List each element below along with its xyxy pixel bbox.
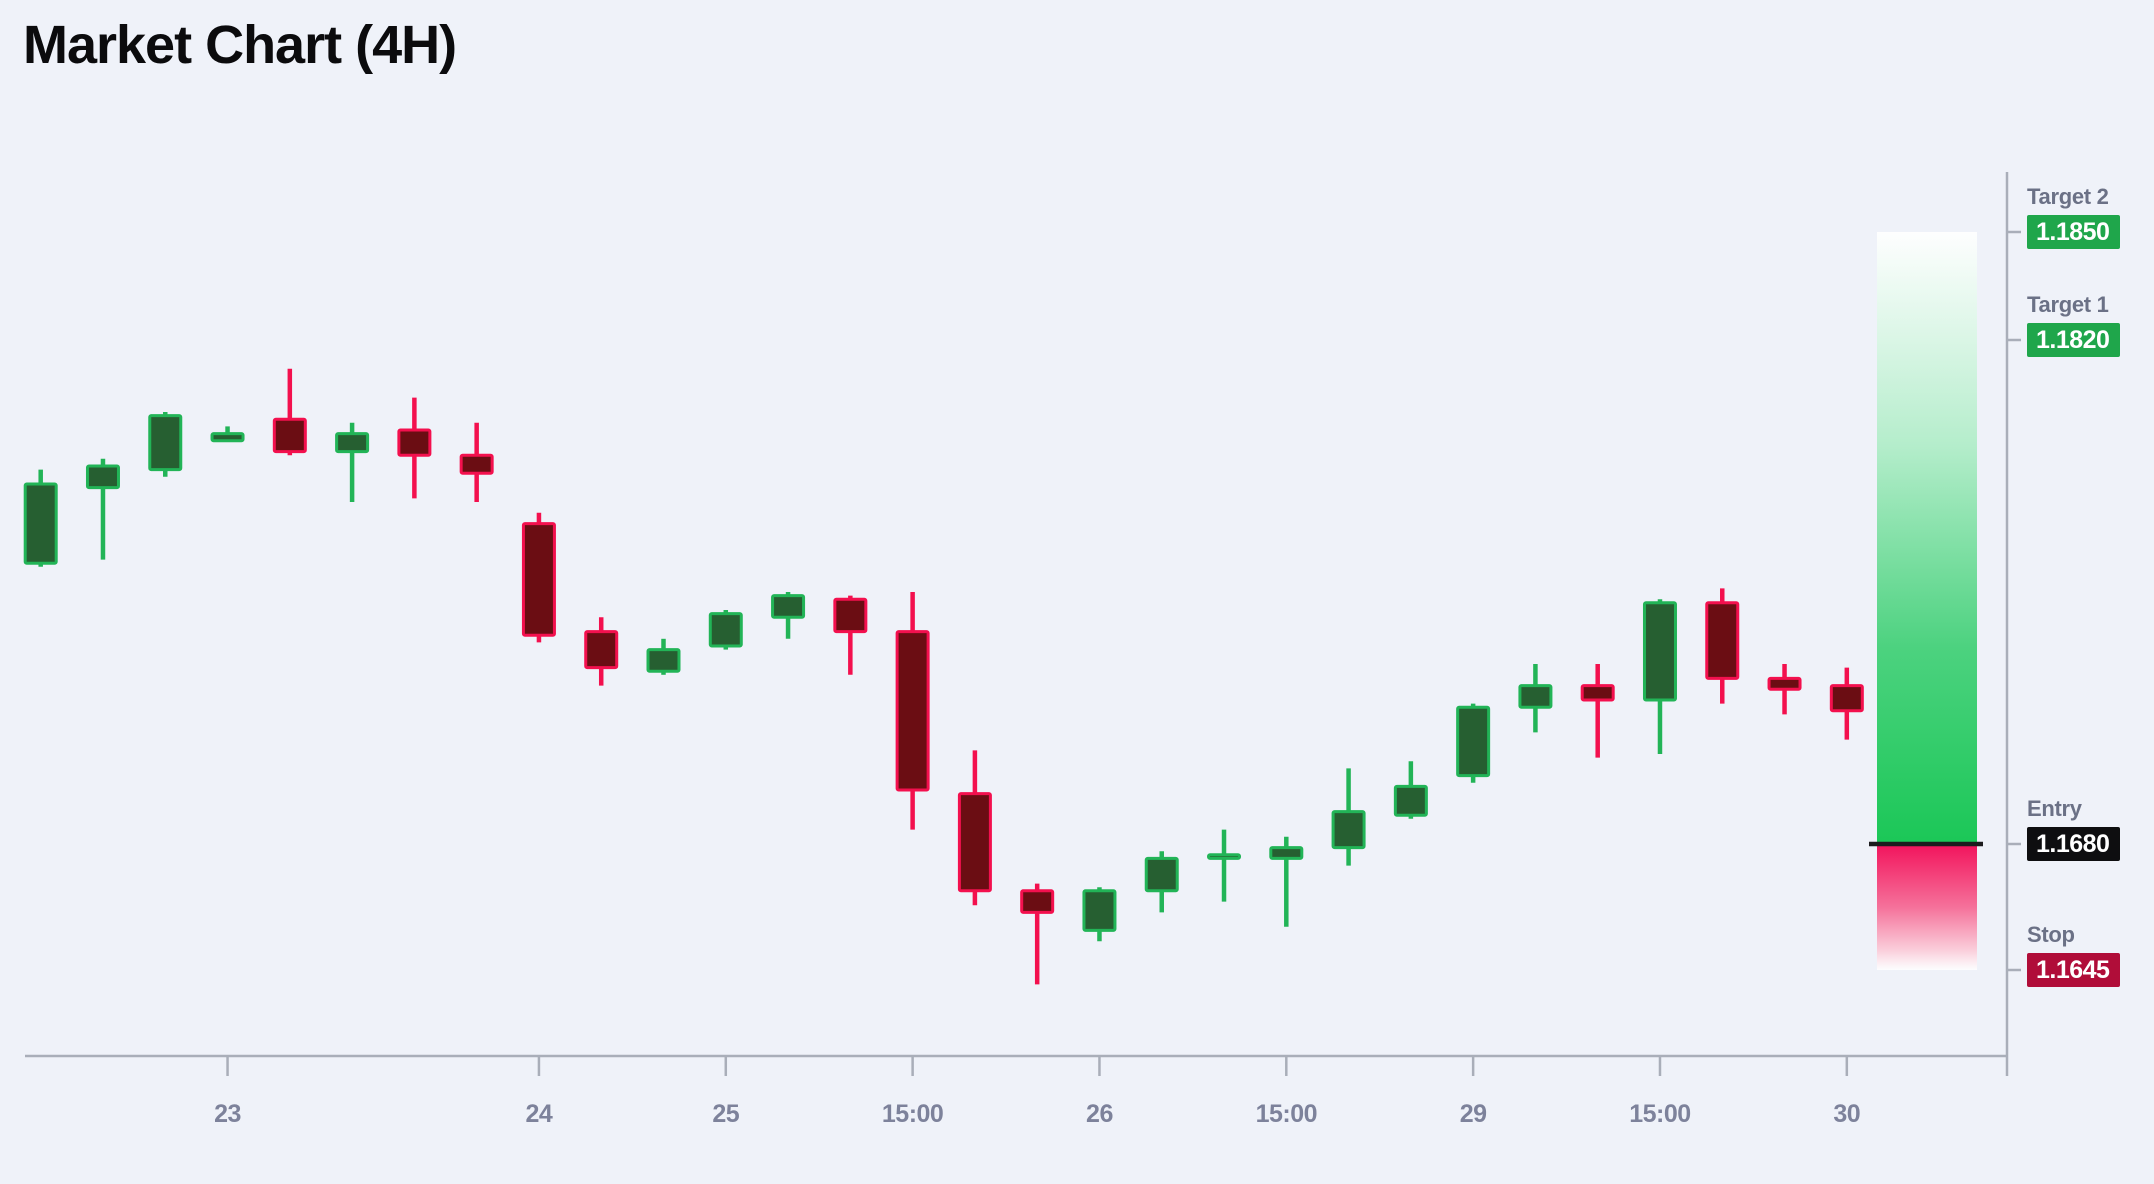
- x-axis-label: 25: [712, 1100, 739, 1128]
- candle-body: [895, 630, 930, 792]
- candle-body: [1082, 889, 1117, 932]
- level-target2-price-badge: 1.1850: [2027, 215, 2120, 249]
- candle-body: [708, 612, 743, 648]
- candle-bullish: [1082, 887, 1117, 942]
- candle-body: [1331, 810, 1366, 850]
- level-entry-price-badge: 1.1680: [2027, 827, 2120, 861]
- candle-bullish: [1456, 703, 1491, 783]
- candle-bullish: [1207, 829, 1242, 902]
- candle-bearish: [459, 422, 494, 502]
- candle-bullish: [1393, 761, 1428, 819]
- level-entry: Entry 1.1680: [2027, 796, 2147, 861]
- candle-body: [148, 414, 183, 472]
- x-axis-label: 26: [1086, 1100, 1113, 1128]
- candle-body: [1642, 601, 1677, 702]
- candle-body: [1269, 846, 1304, 860]
- candle-bullish: [148, 412, 183, 477]
- candle-bearish: [521, 512, 556, 643]
- candle-body: [1207, 853, 1242, 860]
- level-target1: Target 1 1.1820: [2027, 292, 2147, 357]
- candle-bullish: [1518, 664, 1553, 733]
- candle-body: [23, 482, 58, 565]
- x-axis-label: 29: [1460, 1100, 1487, 1128]
- candle-bearish: [397, 397, 432, 499]
- candle-bullish: [210, 426, 245, 443]
- x-axis-label: 15:00: [882, 1100, 943, 1128]
- x-axis-label: 23: [214, 1100, 241, 1128]
- candle-bullish: [771, 592, 806, 639]
- candle-body: [335, 432, 370, 454]
- candle-body: [584, 630, 619, 670]
- candle-bullish: [23, 469, 58, 567]
- candle-body: [1393, 784, 1428, 817]
- loss-zone: [1877, 844, 1977, 970]
- candle-body: [1705, 601, 1740, 680]
- level-target2: Target 2 1.1850: [2027, 184, 2147, 249]
- candle-body: [957, 792, 992, 893]
- level-entry-label: Entry: [2027, 796, 2082, 821]
- candle-bullish: [1642, 599, 1677, 754]
- level-stop-price-badge: 1.1645: [2027, 953, 2120, 987]
- level-target1-price-badge: 1.1820: [2027, 323, 2120, 357]
- x-axis-label: 15:00: [1256, 1100, 1317, 1128]
- candle-body: [1518, 684, 1553, 709]
- profit-zone: [1877, 232, 1977, 844]
- candle-body: [1456, 705, 1491, 778]
- candle-body: [1144, 856, 1179, 893]
- candle-body: [459, 453, 494, 475]
- entry-line: [1869, 841, 1983, 847]
- candle-bullish: [646, 638, 681, 675]
- candle-bearish: [833, 595, 868, 675]
- candle-bullish: [708, 610, 743, 650]
- x-axis-label: 24: [526, 1100, 553, 1128]
- level-stop-label: Stop: [2027, 922, 2075, 947]
- candle-bullish: [1144, 851, 1179, 913]
- candle-bullish: [85, 458, 120, 560]
- candle-body: [521, 522, 556, 637]
- candle-bearish: [957, 750, 992, 906]
- candle-bullish: [1331, 768, 1366, 866]
- candle-bearish: [895, 592, 930, 830]
- candle-bearish: [1829, 667, 1864, 740]
- candle-bearish: [272, 368, 307, 456]
- x-axis-label: 30: [1833, 1100, 1860, 1128]
- candle-body: [771, 594, 806, 619]
- page-title: Market Chart (4H): [23, 15, 457, 75]
- candle-bearish: [584, 617, 619, 686]
- candle-bullish: [335, 422, 370, 502]
- candle-body: [210, 432, 245, 443]
- candle-body: [646, 648, 681, 673]
- candle-bearish: [1767, 664, 1802, 715]
- candle-body: [397, 428, 432, 457]
- candle-body: [1829, 684, 1864, 713]
- level-target2-label: Target 2: [2027, 184, 2109, 209]
- candle-bullish: [1269, 836, 1304, 927]
- candle-body: [1767, 676, 1802, 691]
- level-target1-label: Target 1: [2027, 292, 2109, 317]
- candle-body: [85, 464, 120, 490]
- candle-body: [833, 597, 868, 634]
- candle-body: [1020, 889, 1055, 914]
- level-stop: Stop 1.1645: [2027, 922, 2147, 987]
- candle-body: [1580, 684, 1615, 702]
- candle-bearish: [1580, 664, 1615, 758]
- candle-body: [272, 417, 307, 454]
- candle-bearish: [1020, 883, 1055, 985]
- x-axis-label: 15:00: [1629, 1100, 1690, 1128]
- candle-bearish: [1705, 588, 1740, 704]
